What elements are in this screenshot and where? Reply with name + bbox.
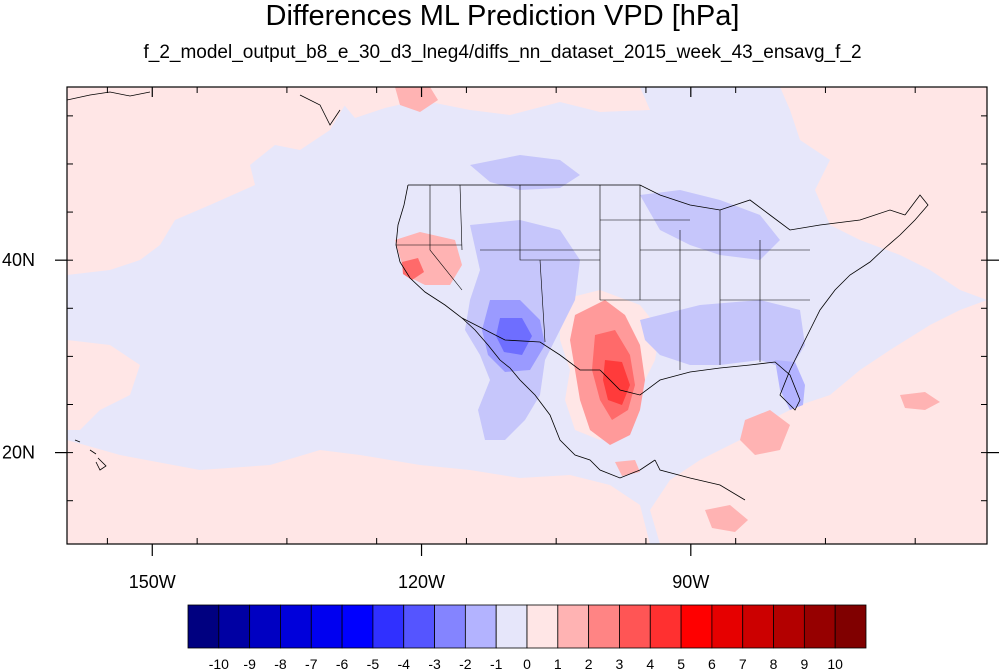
blue-region-mississippi bbox=[640, 300, 805, 370]
colorbar-label: -9 bbox=[243, 656, 256, 672]
red-region-yucatan bbox=[615, 460, 640, 476]
colorbar-label: 4 bbox=[646, 656, 654, 672]
coastline-west bbox=[395, 184, 656, 479]
colorbar-label: -3 bbox=[428, 656, 441, 672]
colorbar-label: 2 bbox=[585, 656, 593, 672]
x-tick-label: 150W bbox=[129, 572, 176, 592]
colorbar-swatch bbox=[711, 604, 744, 649]
coastline-gulf-east bbox=[599, 194, 929, 411]
colorbar-label: -2 bbox=[459, 656, 472, 672]
colorbar-label: 5 bbox=[677, 656, 685, 672]
blue-region-florida bbox=[775, 360, 805, 410]
colorbar-label: 7 bbox=[739, 656, 747, 672]
pink-region-northeast bbox=[780, 87, 987, 300]
colorbar-label: -10 bbox=[209, 656, 229, 672]
colorbar-label: -1 bbox=[490, 656, 503, 672]
map-outlines bbox=[67, 91, 929, 501]
coastline-hawaii bbox=[74, 439, 107, 471]
chart-title: Differences ML Prediction VPD [hPa] bbox=[265, 0, 740, 32]
red-region-central-america bbox=[705, 505, 748, 532]
pink-region-north-pacific bbox=[67, 87, 345, 275]
red-region-texas-core bbox=[603, 360, 630, 405]
colorbar-label: 3 bbox=[616, 656, 624, 672]
colorbar-swatch bbox=[341, 604, 374, 649]
colorbar-label: 1 bbox=[554, 656, 562, 672]
colorbar-swatch bbox=[557, 604, 590, 649]
y-tick-label: 20N bbox=[2, 443, 35, 463]
colorbar-swatch bbox=[742, 604, 774, 649]
colorbar-swatch bbox=[649, 604, 682, 649]
pink-region-south-pacific bbox=[67, 440, 650, 544]
colorbar-swatch bbox=[310, 604, 343, 649]
pink-region-atlantic bbox=[650, 300, 987, 544]
colorbar-swatch bbox=[526, 604, 559, 649]
state-lines bbox=[396, 184, 810, 370]
colorbar-swatch bbox=[403, 604, 435, 649]
blue-region-canada bbox=[470, 155, 580, 190]
colorbar-swatch bbox=[372, 604, 405, 649]
blue-region-southwest-peak bbox=[496, 318, 532, 355]
colorbar-swatch bbox=[495, 604, 528, 649]
colorbar-label: 10 bbox=[827, 656, 843, 672]
coastline-alaska bbox=[67, 91, 341, 126]
colorbar-swatch bbox=[588, 604, 620, 649]
red-region-pacific-small bbox=[395, 87, 438, 112]
chart-subtitle: f_2_model_output_b8_e_30_d3_lneg4/diffs_… bbox=[143, 42, 862, 63]
colorbar-label: 0 bbox=[523, 656, 531, 672]
colorbar-swatch bbox=[803, 604, 836, 649]
anomaly-field bbox=[67, 87, 987, 544]
colorbar-swatch bbox=[218, 604, 251, 649]
coastline-mexico-pacific bbox=[654, 459, 746, 501]
colorbar-swatch bbox=[680, 604, 713, 649]
colorbar-swatch bbox=[434, 604, 466, 649]
colorbar-label: 6 bbox=[708, 656, 716, 672]
map-area: 150W 120W 90W 40N 20N bbox=[2, 86, 999, 592]
colorbar-label: 8 bbox=[770, 656, 778, 672]
y-tick-label: 40N bbox=[2, 250, 35, 270]
x-tick-label: 120W bbox=[398, 572, 445, 592]
colorbar-swatch bbox=[280, 604, 312, 649]
border-canada-us bbox=[408, 184, 906, 231]
pink-region-southwest-pacific bbox=[67, 340, 140, 430]
x-tick-label: 90W bbox=[672, 572, 709, 592]
colorbar-label: -6 bbox=[336, 656, 349, 672]
colorbar-swatch bbox=[773, 604, 805, 649]
map-frame bbox=[66, 86, 988, 545]
colorbar-label: -8 bbox=[274, 656, 287, 672]
colorbar-swatch bbox=[834, 604, 867, 649]
colorbar-label: -5 bbox=[367, 656, 380, 672]
axis-ticks: 150W 120W 90W 40N 20N bbox=[2, 87, 999, 592]
colorbar-swatch bbox=[619, 604, 651, 649]
blue-region-great-lakes bbox=[640, 190, 780, 260]
colorbar-swatch bbox=[464, 604, 497, 649]
red-region-atlantic-small bbox=[900, 392, 940, 410]
colorbar-label: -7 bbox=[305, 656, 318, 672]
colorbar-label: 9 bbox=[800, 656, 808, 672]
colorbar-label: -4 bbox=[398, 656, 411, 672]
colorbar-swatch bbox=[249, 604, 281, 649]
colorbar-swatch bbox=[187, 604, 220, 649]
red-region-caribbean bbox=[740, 410, 790, 455]
colorbar: -10 -9 -8 -7 -6 -5 -4 -3 -2 -1 0 1 2 3 4 5 6 7 8 9 10 bbox=[187, 604, 867, 672]
border-us-mexico bbox=[461, 317, 600, 371]
